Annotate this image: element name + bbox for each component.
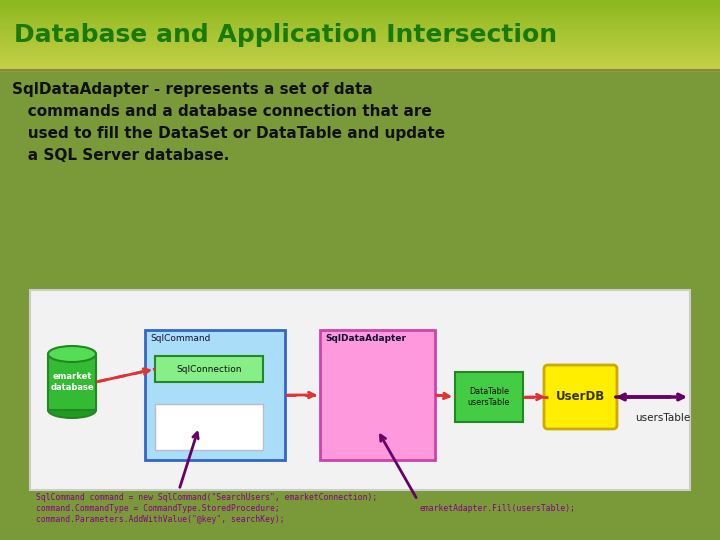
Text: Database and Application Intersection: Database and Application Intersection bbox=[14, 23, 557, 47]
Bar bbox=[0, 46, 720, 48]
Bar bbox=[155, 356, 263, 382]
Bar bbox=[48, 354, 96, 410]
Bar bbox=[0, 67, 720, 69]
Bar bbox=[0, 59, 720, 60]
Bar bbox=[0, 31, 720, 32]
Bar bbox=[0, 14, 720, 15]
Text: emarketAdapter.Fill(usersTable);: emarketAdapter.Fill(usersTable); bbox=[420, 504, 576, 513]
Bar bbox=[0, 55, 720, 56]
Bar bbox=[0, 12, 720, 14]
Bar bbox=[0, 15, 720, 16]
Bar bbox=[0, 30, 720, 31]
Text: used to fill the DataSet or DataTable and update: used to fill the DataSet or DataTable an… bbox=[12, 126, 445, 141]
Bar bbox=[0, 19, 720, 21]
Bar bbox=[0, 0, 720, 1]
Text: command.CommandType = CommandType.StoredProcedure;: command.CommandType = CommandType.Stored… bbox=[36, 504, 280, 513]
Bar bbox=[0, 63, 720, 64]
Bar bbox=[0, 1, 720, 2]
Bar bbox=[0, 38, 720, 39]
Bar bbox=[0, 17, 720, 19]
Bar bbox=[0, 65, 720, 66]
Bar bbox=[0, 24, 720, 26]
Bar bbox=[0, 8, 720, 9]
Bar bbox=[0, 4, 720, 6]
Bar bbox=[0, 53, 720, 55]
Bar bbox=[455, 372, 523, 422]
Bar bbox=[0, 66, 720, 68]
Ellipse shape bbox=[48, 402, 96, 418]
FancyBboxPatch shape bbox=[544, 365, 617, 429]
Ellipse shape bbox=[48, 346, 96, 362]
Bar bbox=[0, 32, 720, 34]
Text: SqlCommand: SqlCommand bbox=[150, 334, 210, 343]
Bar bbox=[0, 43, 720, 44]
Bar bbox=[0, 26, 720, 28]
Bar bbox=[0, 52, 720, 53]
Bar bbox=[0, 28, 720, 29]
Text: command.Parameters.AddWithValue("@key", searchKey);: command.Parameters.AddWithValue("@key", … bbox=[36, 515, 284, 524]
Bar bbox=[0, 10, 720, 12]
Bar bbox=[0, 40, 720, 42]
Bar bbox=[0, 69, 720, 70]
Bar bbox=[0, 70, 720, 540]
Text: commands and a database connection that are: commands and a database connection that … bbox=[12, 104, 432, 119]
Bar bbox=[0, 16, 720, 17]
Bar bbox=[0, 18, 720, 20]
Bar bbox=[0, 60, 720, 62]
Bar bbox=[0, 33, 720, 35]
Bar bbox=[0, 57, 720, 58]
Bar bbox=[0, 5, 720, 7]
Text: SqlConnection: SqlConnection bbox=[176, 364, 242, 374]
Bar bbox=[0, 6, 720, 8]
Bar bbox=[0, 2, 720, 3]
Text: SqlDataAdapter: SqlDataAdapter bbox=[325, 334, 406, 343]
Bar bbox=[0, 25, 720, 27]
Bar bbox=[0, 35, 720, 36]
Bar bbox=[0, 36, 720, 37]
Text: emarket
database: emarket database bbox=[50, 372, 94, 391]
Bar bbox=[0, 42, 720, 43]
Bar bbox=[0, 22, 720, 23]
Bar bbox=[0, 49, 720, 50]
Bar bbox=[0, 45, 720, 46]
Bar bbox=[0, 37, 720, 38]
Bar bbox=[30, 290, 690, 490]
Bar bbox=[0, 62, 720, 63]
Text: DataTable
usersTable: DataTable usersTable bbox=[468, 387, 510, 407]
Bar bbox=[155, 404, 263, 450]
Bar bbox=[0, 29, 720, 30]
Bar bbox=[0, 23, 720, 24]
Text: usersTable: usersTable bbox=[635, 413, 690, 423]
Bar bbox=[320, 330, 435, 460]
Bar bbox=[0, 21, 720, 22]
Text: UserDB: UserDB bbox=[556, 390, 605, 403]
Bar bbox=[0, 9, 720, 10]
Text: SqlCommand command = new SqlCommand("SearchUsers", emarketConnection);: SqlCommand command = new SqlCommand("Sea… bbox=[36, 493, 377, 502]
Bar bbox=[0, 48, 720, 49]
Bar bbox=[0, 50, 720, 51]
Bar bbox=[0, 56, 720, 57]
Bar bbox=[0, 11, 720, 13]
Bar bbox=[0, 3, 720, 5]
Bar bbox=[0, 64, 720, 65]
Bar bbox=[0, 39, 720, 41]
Text: SqlDataAdapter - represents a set of data: SqlDataAdapter - represents a set of dat… bbox=[12, 82, 373, 97]
Bar bbox=[145, 330, 285, 460]
Bar bbox=[0, 44, 720, 45]
Bar bbox=[0, 58, 720, 59]
Text: a SQL Server database.: a SQL Server database. bbox=[12, 148, 230, 163]
Bar bbox=[0, 51, 720, 52]
